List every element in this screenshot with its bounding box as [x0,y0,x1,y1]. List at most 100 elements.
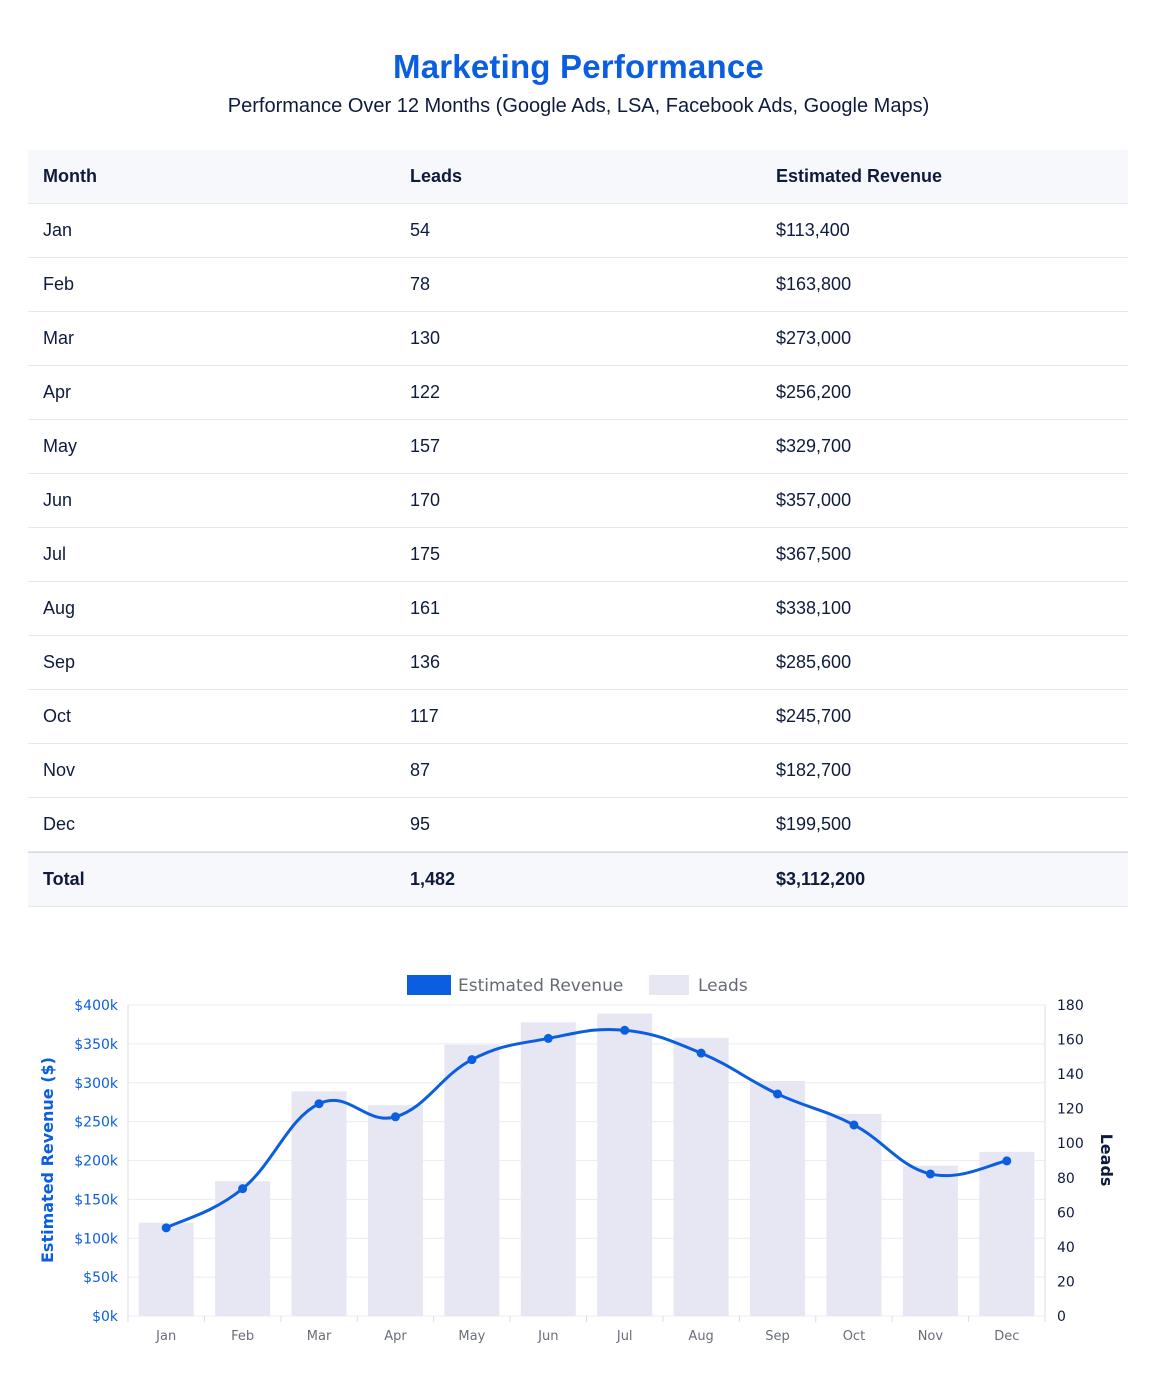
leads-bar-nov[interactable] [902,1165,958,1316]
leads-bar-dec[interactable] [979,1151,1035,1316]
left-tick-label: $350k [74,1037,119,1053]
month-cell: May [43,436,78,456]
total-leads: 1,482 [410,869,456,889]
left-axis-label: Estimated Revenue ($) [38,1057,57,1263]
total-label: Total [43,869,85,889]
x-tick-label: Aug [688,1329,713,1344]
month-cell: Jul [43,544,67,564]
right-tick-label: 40 [1057,1240,1075,1256]
table-row: Jul 175 $367,500 [28,528,1128,582]
month-cell: Apr [43,382,72,402]
revenue-point-jan[interactable] [161,1223,171,1233]
revenue-cell: $182,700 [776,760,852,780]
left-tick-label: $250k [74,1115,119,1131]
revenue-cell: $256,200 [776,382,852,402]
page-title: Marketing Performance [393,48,764,85]
table-row: Oct 117 $245,700 [28,690,1128,744]
x-tick-label: Nov [918,1329,944,1344]
revenue-point-nov[interactable] [925,1169,935,1179]
revenue-point-sep[interactable] [773,1089,783,1099]
month-cell: Jun [43,490,73,510]
performance-table: Month Leads Estimated Revenue Jan 54 $113,… [28,150,1128,907]
table-row: Feb 78 $163,800 [28,258,1128,312]
month-cell: Oct [43,706,72,726]
left-tick-label: $50k [83,1270,119,1286]
right-tick-label: 100 [1057,1136,1084,1152]
leads-bar-jun[interactable] [520,1022,576,1316]
revenue-point-oct[interactable] [849,1120,859,1130]
month-cell: Feb [43,274,75,294]
revenue-point-jul[interactable] [620,1025,630,1035]
leads-bar-oct[interactable] [826,1113,882,1316]
chart-svg: $0k $50k $100k $150k $200k $250k $300k $350k $40… [38,975,1116,1344]
revenue-point-may[interactable] [467,1055,477,1065]
revenue-cell: $163,800 [776,274,852,294]
leads-bar-may[interactable] [444,1044,500,1316]
right-tick-label: 120 [1057,1102,1084,1118]
revenue-point-jun[interactable] [543,1033,553,1043]
column-header-leads: Leads [410,166,463,186]
revenue-point-aug[interactable] [696,1048,706,1058]
x-tick-label: Feb [231,1329,254,1344]
x-tick-label: Jun [537,1329,558,1344]
table-total-row: Total 1,482 $3,112,200 [28,852,1128,907]
legend-label-leads[interactable]: Leads [698,976,748,996]
revenue-cell: $329,700 [776,436,852,456]
revenue-point-apr[interactable] [390,1112,400,1122]
revenue-point-dec[interactable] [1002,1156,1012,1166]
right-tick-label: 20 [1057,1274,1075,1290]
table-header-row: Month Leads Estimated Revenue [28,150,1128,204]
legend-label-revenue[interactable]: Estimated Revenue [458,976,623,996]
table-row: Aug 161 $338,100 [28,582,1128,636]
right-tick-label: 60 [1057,1205,1075,1221]
month-cell: Nov [43,760,76,780]
leads-bar-feb[interactable] [215,1181,271,1316]
x-tick-label: Oct [843,1329,865,1344]
revenue-point-mar[interactable] [314,1099,324,1109]
leads-cell: 95 [410,814,431,834]
table-row: Jan 54 $113,400 [28,204,1128,258]
x-tick-label: Mar [307,1329,332,1344]
table-row: Sep 136 $285,600 [28,636,1128,690]
leads-bar-sep[interactable] [750,1081,806,1316]
chart-grid [127,1004,1046,1322]
revenue-point-feb[interactable] [238,1184,248,1194]
performance-chart: $0k $50k $100k $150k $200k $250k $300k $350k $40… [0,960,1157,1360]
right-axis-ticks: 0 20 40 60 80 100 120 140 160 180 [1057,998,1084,1325]
x-tick-label: May [458,1329,485,1344]
x-tick-label: Sep [765,1329,790,1344]
x-axis-labels: Jan Feb Mar Apr May Jun Jul Aug Sep Oct Nov Dec [155,1329,1019,1344]
right-tick-label: 140 [1057,1067,1084,1083]
leads-cell: 78 [410,274,431,294]
leads-bar-mar[interactable] [291,1091,347,1316]
revenue-cell: $273,000 [776,328,852,348]
leads-bar-aug[interactable] [673,1037,729,1316]
leads-bar-apr[interactable] [367,1105,423,1316]
left-tick-label: $400k [74,998,119,1014]
leads-cell: 122 [410,382,441,402]
column-header-revenue: Estimated Revenue [776,166,943,186]
revenue-points [161,1025,1012,1233]
legend-swatch-revenue[interactable] [407,975,451,995]
revenue-cell: $245,700 [776,706,852,726]
leads-cell: 130 [410,328,441,348]
leads-bars [138,1013,1035,1316]
total-revenue: $3,112,200 [776,869,866,889]
table-row: Apr 122 $256,200 [28,366,1128,420]
leads-cell: 87 [410,760,431,780]
left-tick-label: $150k [74,1192,119,1208]
leads-bar-jul[interactable] [597,1013,653,1316]
revenue-cell: $367,500 [776,544,852,564]
right-tick-label: 180 [1057,998,1084,1014]
left-tick-label: $300k [74,1076,119,1092]
month-cell: Jan [43,220,73,240]
revenue-line [165,1027,1008,1230]
leads-cell: 161 [410,598,441,618]
leads-bar-jan[interactable] [138,1222,194,1316]
legend-swatch-leads[interactable] [649,975,689,995]
chart-legend: Estimated Revenue Leads [407,975,748,996]
table-row: Jun 170 $357,000 [28,474,1128,528]
right-axis-label: Leads [1097,1134,1116,1187]
left-tick-label: $200k [74,1154,119,1170]
left-tick-label: $100k [74,1231,119,1247]
